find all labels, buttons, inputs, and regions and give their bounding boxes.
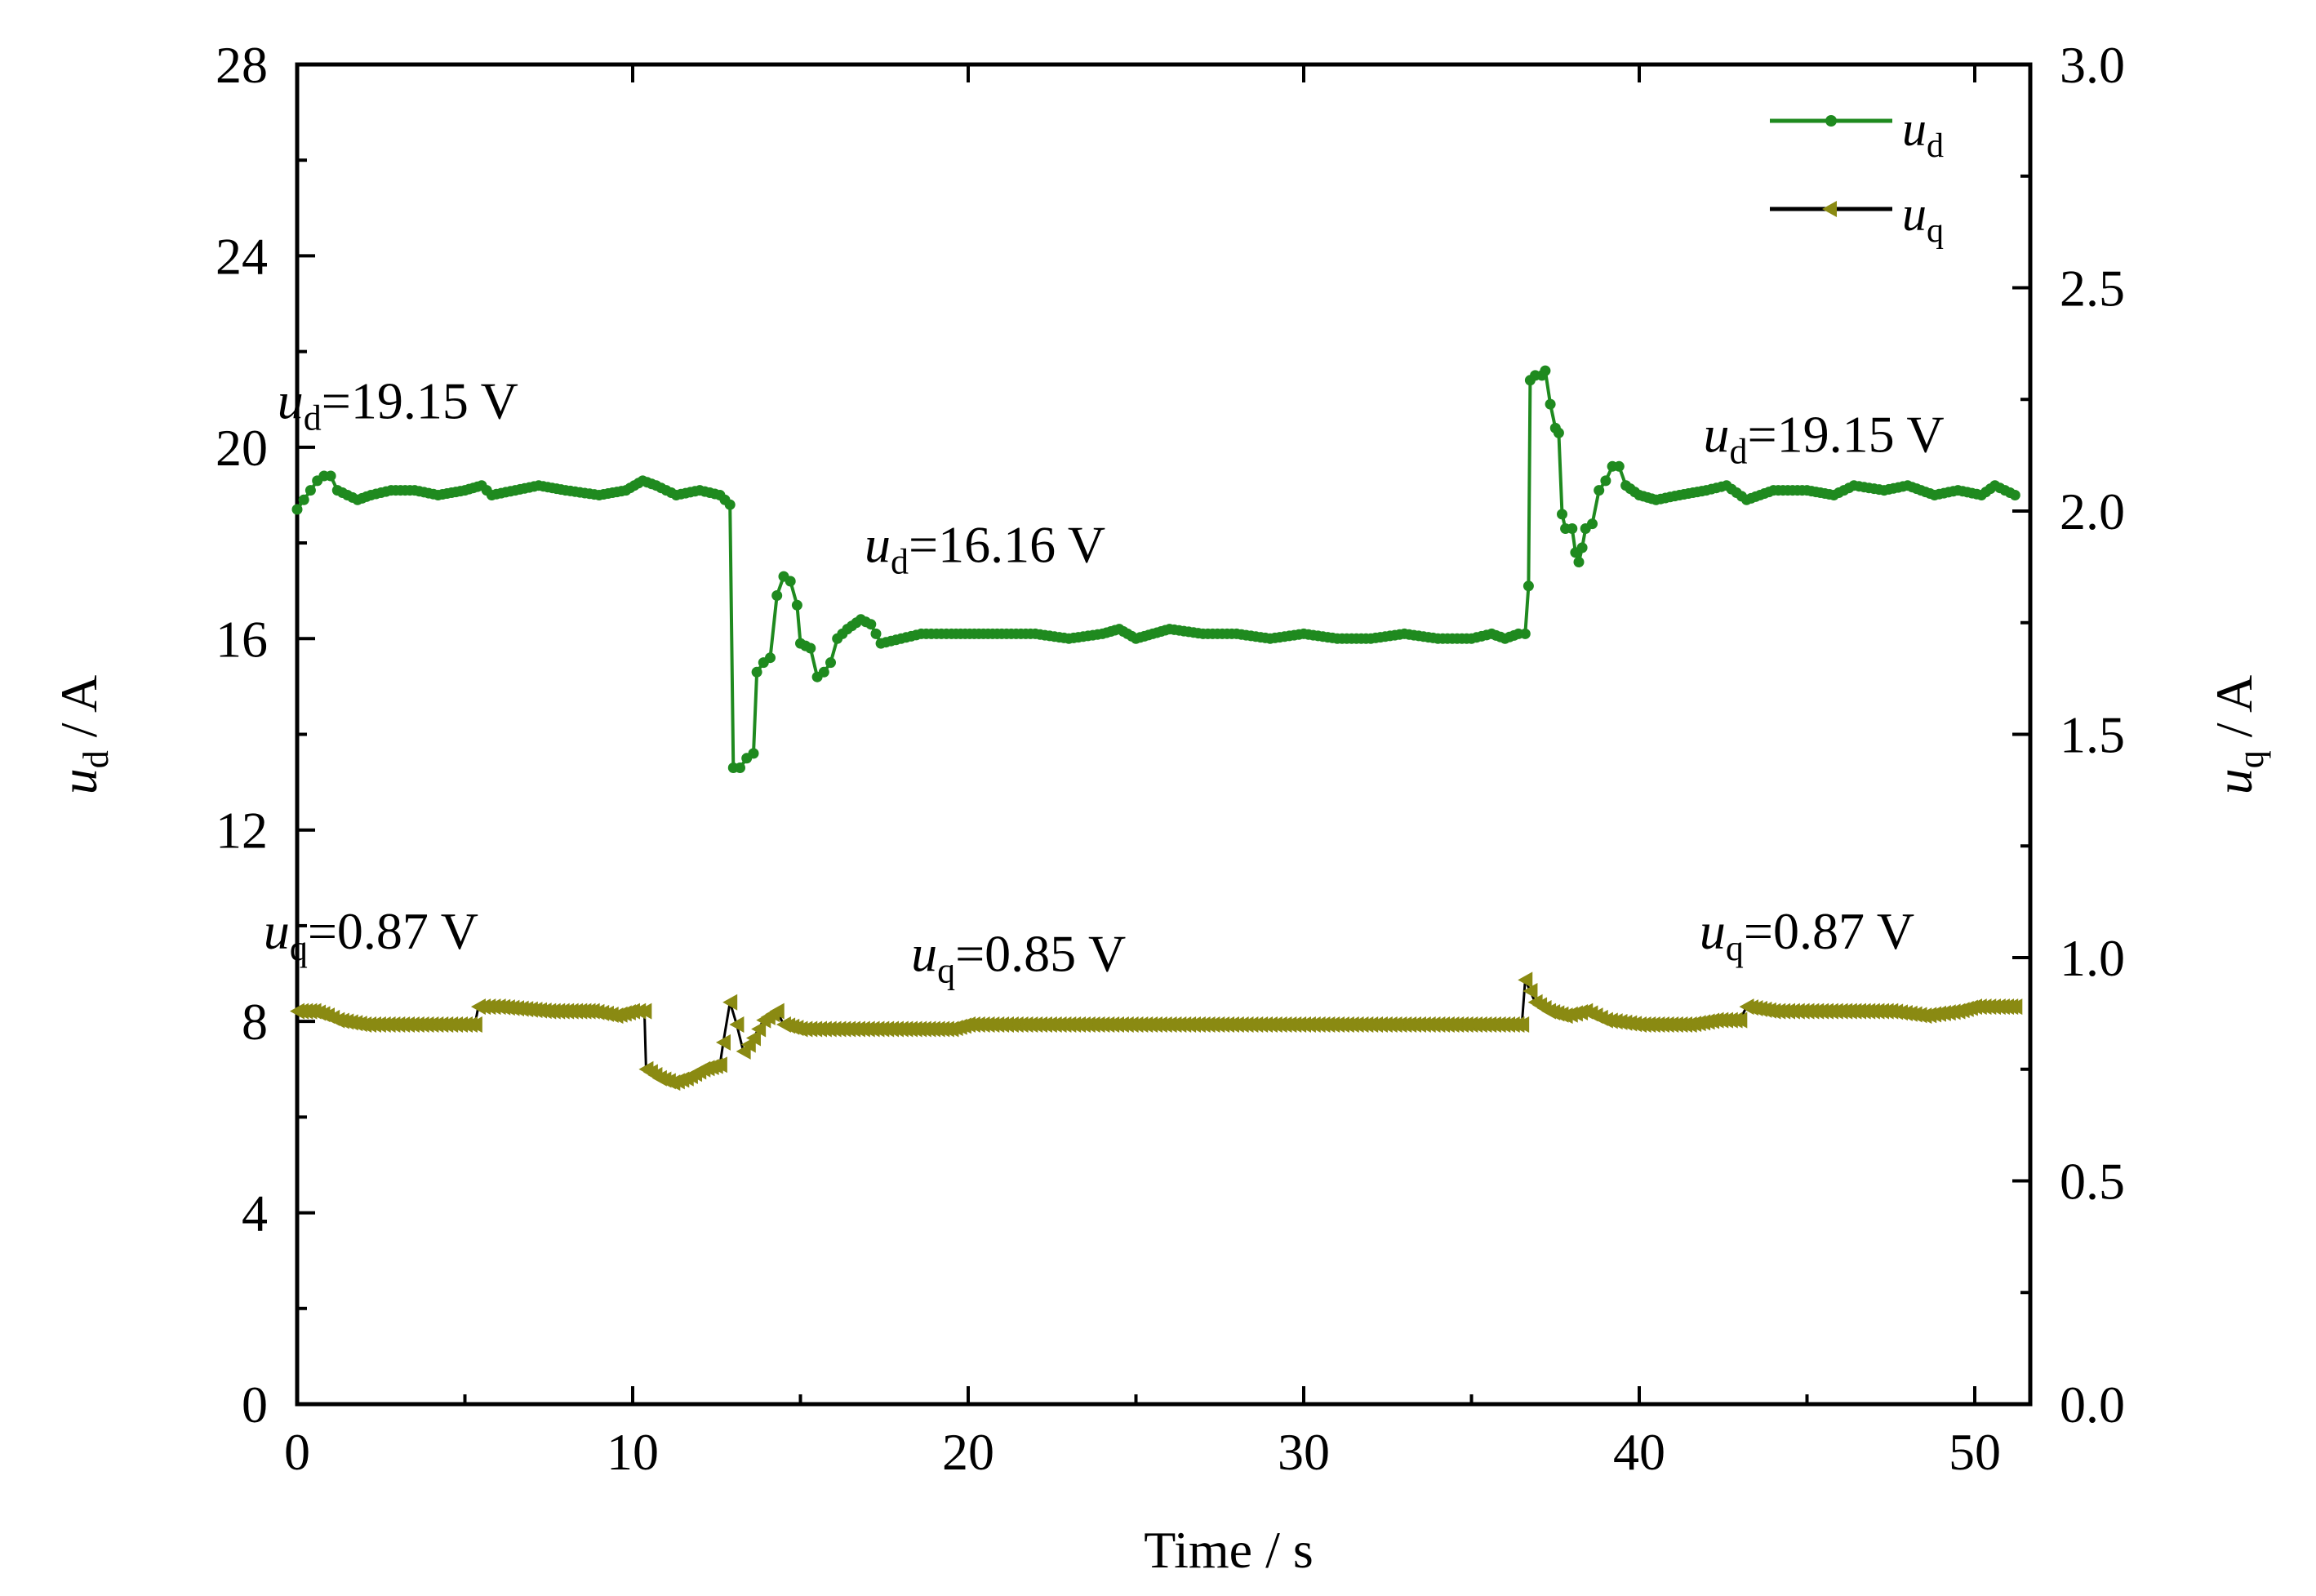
ud-point xyxy=(724,499,736,510)
legend-entry-ud: ud xyxy=(1770,102,1944,165)
ud-point xyxy=(805,642,816,654)
series-uq xyxy=(290,971,2023,1091)
ud-point xyxy=(1594,485,1605,496)
value-annotation: uq=0.87 V xyxy=(264,902,478,968)
yr-tick-label: 2.0 xyxy=(2060,482,2125,540)
ud-point xyxy=(1573,557,1585,567)
ud-point xyxy=(825,657,836,669)
value-annotation: ud=16.16 V xyxy=(865,516,1105,582)
x-tick-label: 50 xyxy=(1949,1423,2001,1481)
uq-point xyxy=(1518,971,1533,989)
uq-point xyxy=(467,1016,482,1034)
legend-ud-marker xyxy=(1825,115,1837,127)
legend-uq-label: uq xyxy=(1902,187,1944,250)
ud-point xyxy=(748,748,759,759)
right-y-tick-labels: 0.0 0.5 1.0 1.5 2.0 2.5 3.0 xyxy=(2060,36,2125,1434)
yl-tick-label: 28 xyxy=(216,36,268,94)
ud-point xyxy=(771,590,783,601)
yl-tick-label: 20 xyxy=(216,419,268,477)
left-y-tick-labels: 0 4 8 12 16 20 24 28 xyxy=(216,36,268,1434)
ud-point xyxy=(870,628,882,639)
axis-ticks xyxy=(296,63,2030,1406)
ud-point xyxy=(298,494,309,505)
yl-tick-label: 4 xyxy=(242,1185,268,1243)
ud-point xyxy=(1545,398,1556,410)
uq-point xyxy=(729,1016,745,1034)
uq-point xyxy=(1732,1011,1748,1029)
ud-point xyxy=(1613,460,1625,472)
ud-point xyxy=(1519,628,1531,639)
ud-point xyxy=(818,666,829,678)
ud-point xyxy=(1557,509,1567,520)
yl-tick-label: 12 xyxy=(216,802,268,860)
x-tick-label: 0 xyxy=(284,1423,310,1481)
ud-point xyxy=(735,762,745,773)
value-annotation: uq=0.85 V xyxy=(911,924,1126,990)
uq-point xyxy=(712,1056,727,1074)
yl-tick-label: 8 xyxy=(242,993,268,1051)
uq-point xyxy=(715,1034,731,1051)
uq-point xyxy=(637,1003,652,1020)
yr-tick-label: 2.5 xyxy=(2060,260,2125,318)
legend: ud uq xyxy=(1770,102,1944,250)
x-tick-labels: 0 10 20 30 40 50 xyxy=(284,1423,2001,1481)
yr-tick-label: 1.5 xyxy=(2060,706,2125,764)
legend-ud-label: ud xyxy=(1902,102,1944,165)
value-annotation: ud=19.15 V xyxy=(1703,406,1944,472)
ud-point xyxy=(751,666,762,678)
ud-point xyxy=(1523,580,1534,592)
ud-point xyxy=(1540,365,1551,376)
ud-point xyxy=(1587,518,1598,530)
ud-point xyxy=(291,504,303,515)
right-y-axis-title: uq / A xyxy=(2205,675,2271,794)
yr-tick-label: 0.0 xyxy=(2060,1376,2125,1434)
legend-entry-uq: uq xyxy=(1770,187,1944,250)
ud-point xyxy=(785,576,796,587)
yr-tick-label: 0.5 xyxy=(2060,1153,2125,1211)
ud-point xyxy=(791,599,802,611)
value-annotation: uq=0.87 V xyxy=(1700,902,1914,968)
plot-frame xyxy=(295,62,2033,1407)
yl-tick-label: 24 xyxy=(216,227,268,285)
uq-point xyxy=(2007,998,2023,1016)
uq-point xyxy=(769,1003,785,1020)
yr-tick-label: 1.0 xyxy=(2060,929,2125,987)
ud-point xyxy=(1576,542,1588,553)
yl-tick-label: 16 xyxy=(216,610,268,668)
ud-point xyxy=(325,470,336,482)
x-tick-label: 30 xyxy=(1278,1423,1330,1481)
left-y-axis-title: ud / A xyxy=(50,675,116,794)
yr-tick-label: 3.0 xyxy=(2060,36,2125,94)
ud-point xyxy=(865,619,877,630)
ud-point xyxy=(2009,490,2020,500)
ud-point xyxy=(1600,475,1611,487)
x-tick-label: 20 xyxy=(942,1423,994,1481)
yl-tick-label: 0 xyxy=(242,1376,268,1434)
ud-point xyxy=(1553,427,1564,438)
ud-point xyxy=(1567,523,1578,534)
value-annotation: ud=19.15 V xyxy=(278,372,518,438)
series-ud xyxy=(291,365,2020,773)
x-axis-title: Time / s xyxy=(1144,1521,1314,1579)
uq-point xyxy=(1514,1016,1530,1034)
ud-point xyxy=(305,485,316,496)
uq-point xyxy=(1523,983,1538,1000)
value-annotations: ud=19.15 V ud=16.16 V ud=19.15 V uq=0.87 V u… xyxy=(264,372,1945,991)
x-tick-label: 10 xyxy=(607,1423,659,1481)
uq-point xyxy=(722,994,738,1011)
ud-point xyxy=(765,652,776,664)
uq-point xyxy=(751,1020,767,1038)
uq-point xyxy=(745,1029,761,1047)
x-tick-label: 40 xyxy=(1613,1423,1665,1481)
legend-uq-marker xyxy=(1822,201,1837,217)
